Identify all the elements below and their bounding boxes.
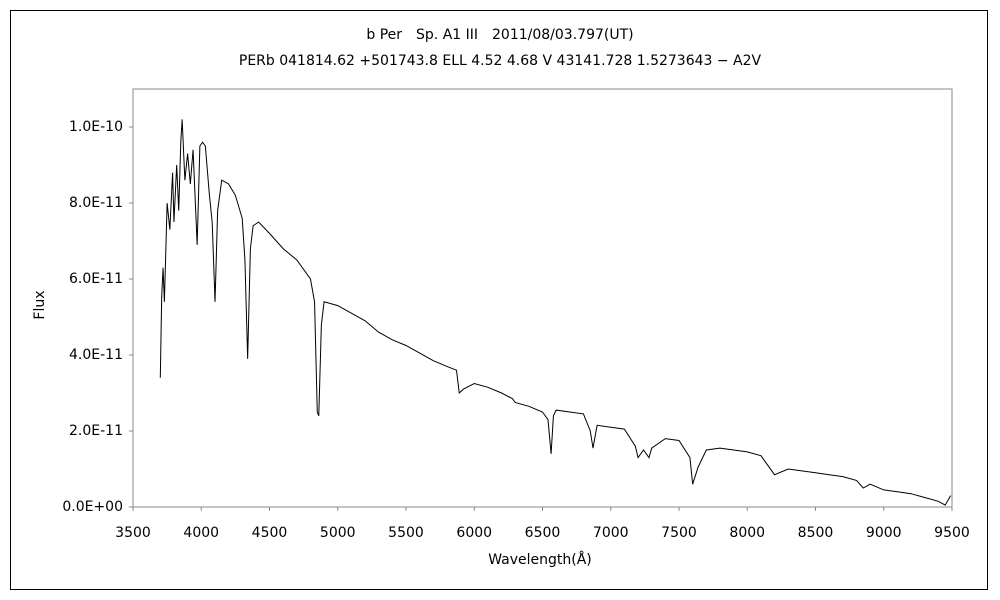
- x-tick-label: 4000: [183, 525, 219, 541]
- x-tick-label: 3500: [115, 525, 151, 541]
- x-tick-label: 5000: [320, 525, 356, 541]
- x-tick-label: 4500: [252, 525, 288, 541]
- y-tick-label: 1.0E-10: [69, 119, 123, 135]
- y-tick-label: 8.0E-11: [69, 195, 123, 211]
- x-tick-label: 9000: [866, 525, 902, 541]
- x-tick-label: 6000: [456, 525, 492, 541]
- x-tick-label: 5500: [388, 525, 424, 541]
- x-tick-label: 6500: [525, 525, 561, 541]
- chart-subtitle: PERb 041814.62 +501743.8 ELL 4.52 4.68 V…: [239, 53, 762, 69]
- x-tick-label: 8000: [729, 525, 765, 541]
- x-tick-label: 8500: [798, 525, 834, 541]
- chart-title: b Per Sp. A1 III 2011/08/03.797(UT): [366, 27, 633, 43]
- x-tick-label: 7500: [661, 525, 697, 541]
- y-tick-label: 4.0E-11: [69, 347, 123, 363]
- x-tick-label: 7000: [593, 525, 629, 541]
- y-tick-label: 2.0E-11: [69, 423, 123, 439]
- y-tick-label: 0.0E+00: [62, 499, 123, 515]
- x-tick-label: 9500: [934, 525, 970, 541]
- spectrum-line: [159, 119, 952, 506]
- chart-frame: [10, 10, 988, 590]
- y-axis-label: Flux: [32, 290, 48, 319]
- x-axis-label: Wavelength(Å): [488, 551, 592, 568]
- y-tick-label: 6.0E-11: [69, 271, 123, 287]
